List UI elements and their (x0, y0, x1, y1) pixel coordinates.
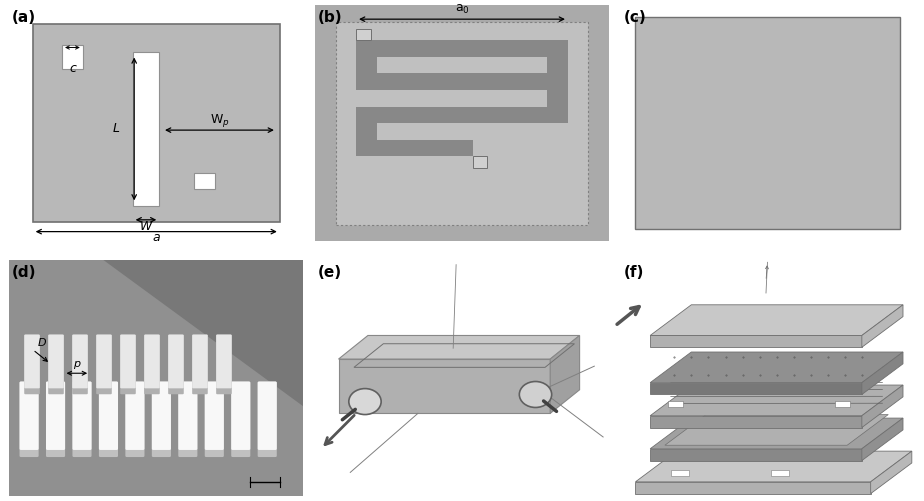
Bar (472, 156, 487, 168)
FancyBboxPatch shape (126, 381, 144, 450)
Text: (d): (d) (12, 265, 37, 280)
FancyBboxPatch shape (24, 335, 40, 388)
Polygon shape (650, 336, 862, 347)
Text: c: c (69, 62, 76, 75)
Polygon shape (650, 305, 903, 336)
Bar (194, 173, 215, 189)
Polygon shape (636, 451, 912, 482)
Text: a: a (152, 231, 160, 244)
FancyBboxPatch shape (120, 335, 136, 388)
Text: L: L (113, 122, 120, 135)
FancyBboxPatch shape (168, 335, 184, 388)
FancyBboxPatch shape (216, 335, 232, 394)
Polygon shape (338, 336, 579, 359)
Bar (356, 29, 371, 41)
FancyBboxPatch shape (152, 381, 171, 450)
FancyBboxPatch shape (46, 381, 65, 450)
Polygon shape (650, 418, 903, 449)
Polygon shape (650, 383, 862, 394)
FancyBboxPatch shape (258, 381, 277, 457)
Polygon shape (665, 414, 888, 445)
Polygon shape (9, 260, 303, 406)
Bar (668, 401, 683, 406)
FancyBboxPatch shape (178, 381, 198, 457)
FancyBboxPatch shape (96, 335, 112, 388)
Polygon shape (862, 418, 903, 460)
FancyBboxPatch shape (205, 381, 224, 457)
Bar (335, 22, 589, 224)
FancyBboxPatch shape (99, 381, 118, 457)
Bar (356, 41, 377, 90)
Bar (356, 140, 472, 156)
Polygon shape (650, 385, 903, 416)
Bar (356, 107, 568, 123)
Text: a$_0$: a$_0$ (455, 3, 469, 16)
Bar (772, 470, 789, 476)
Polygon shape (338, 359, 550, 413)
Polygon shape (636, 482, 870, 493)
FancyBboxPatch shape (216, 335, 232, 388)
Text: W$_p$: W$_p$ (210, 112, 229, 129)
FancyBboxPatch shape (24, 335, 40, 394)
Polygon shape (862, 352, 903, 394)
Polygon shape (862, 305, 903, 347)
Text: p: p (73, 359, 80, 369)
FancyBboxPatch shape (192, 335, 208, 394)
FancyBboxPatch shape (144, 335, 160, 394)
FancyBboxPatch shape (152, 381, 171, 457)
FancyBboxPatch shape (231, 381, 250, 457)
FancyBboxPatch shape (19, 381, 39, 450)
Bar (547, 57, 568, 90)
Text: D: D (37, 338, 46, 348)
Bar (32, 24, 280, 222)
FancyBboxPatch shape (258, 381, 277, 450)
Text: (b): (b) (318, 10, 343, 25)
Polygon shape (870, 451, 912, 493)
Polygon shape (550, 336, 579, 413)
FancyBboxPatch shape (72, 381, 91, 450)
Bar (133, 52, 159, 205)
FancyBboxPatch shape (168, 335, 184, 394)
Bar (356, 74, 568, 90)
Polygon shape (650, 352, 903, 383)
FancyBboxPatch shape (120, 335, 136, 394)
Bar (835, 401, 850, 406)
Text: (f): (f) (624, 265, 644, 280)
FancyBboxPatch shape (231, 381, 250, 450)
FancyBboxPatch shape (192, 335, 208, 388)
FancyBboxPatch shape (72, 335, 88, 394)
FancyBboxPatch shape (19, 381, 39, 457)
FancyBboxPatch shape (48, 335, 64, 394)
Bar (672, 470, 689, 476)
FancyBboxPatch shape (178, 381, 198, 450)
Text: (a): (a) (12, 10, 36, 25)
FancyBboxPatch shape (205, 381, 224, 450)
Polygon shape (862, 385, 903, 427)
FancyBboxPatch shape (96, 335, 112, 394)
FancyBboxPatch shape (144, 335, 160, 388)
Bar (356, 107, 377, 156)
FancyBboxPatch shape (48, 335, 64, 388)
Text: W: W (140, 220, 152, 233)
Bar (547, 74, 568, 123)
Circle shape (349, 389, 382, 414)
FancyBboxPatch shape (72, 381, 91, 457)
Polygon shape (650, 416, 862, 427)
Text: (e): (e) (318, 265, 342, 280)
Text: (c): (c) (624, 10, 647, 25)
Bar (62, 45, 83, 69)
FancyBboxPatch shape (126, 381, 144, 457)
FancyBboxPatch shape (72, 335, 88, 388)
FancyBboxPatch shape (99, 381, 118, 450)
Circle shape (519, 381, 552, 407)
Bar (356, 41, 568, 57)
Polygon shape (650, 449, 862, 460)
FancyBboxPatch shape (46, 381, 65, 457)
